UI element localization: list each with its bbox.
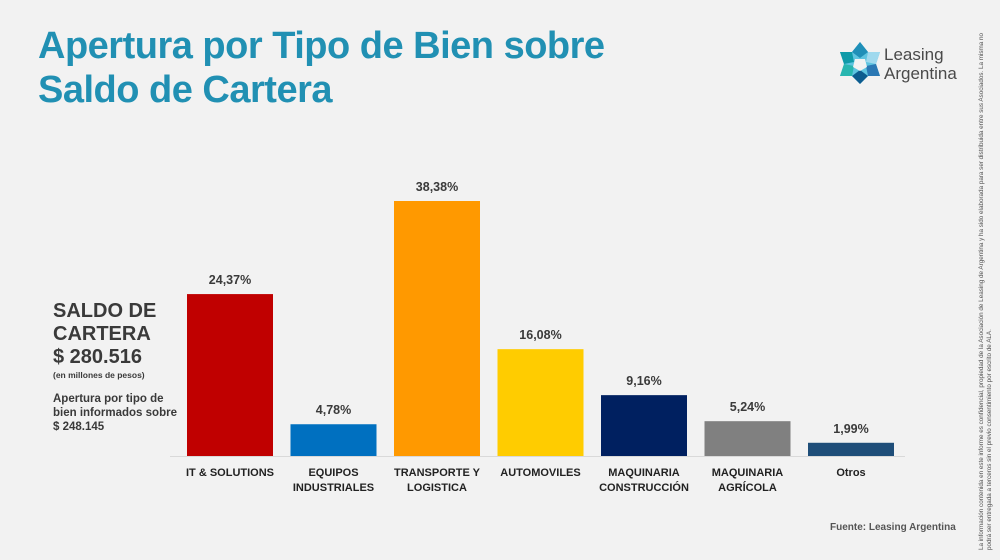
portfolio-balance-heading: SALDO DE CARTERA $ 280.516: [53, 300, 177, 369]
data-label-1: 4,78%: [316, 403, 351, 417]
portfolio-balance-value: $ 280.516: [53, 346, 142, 368]
category-label-5-line-1: AGRÍCOLA: [718, 481, 777, 494]
reported-breakdown-note: Apertura por tipo de bien informados sob…: [53, 392, 177, 434]
logo-text-line-1: Leasing: [884, 45, 944, 64]
category-label-3-line-0: AUTOMOVILES: [500, 467, 580, 479]
sub-line-1: Apertura por tipo de: [53, 393, 164, 405]
data-labels-group: 24,37% 4,78% 38,38% 16,08% 9,16% 5,24% 1,99%: [209, 180, 869, 436]
data-label-6: 1,99%: [833, 422, 868, 436]
category-label-6-line-0: Otros: [836, 467, 865, 479]
logo-text-line-2: Argentina: [884, 64, 957, 83]
bar-3: [497, 349, 584, 456]
unit-note: (en millones de pesos): [53, 370, 145, 380]
bar-1: [290, 424, 377, 456]
category-label-2-line-1: LOGISTICA: [407, 482, 467, 494]
category-label-5-line-0: MAQUINARIA: [712, 467, 784, 479]
sub-line-2: bien informados sobre: [53, 407, 177, 419]
logo-text: Leasing Argentina: [884, 45, 957, 83]
page-title-line-1: Apertura por Tipo de Bien sobre: [38, 25, 605, 67]
star-logo-icon: [840, 42, 880, 84]
summary-line-2: CARTERA: [53, 323, 151, 345]
category-labels-group: IT & SOLUTIONS EQUIPOS INDUSTRIALES TRANSPO…: [186, 467, 866, 494]
category-label-1-line-1: INDUSTRIALES: [293, 482, 374, 494]
data-label-3: 16,08%: [519, 328, 561, 342]
data-label-2: 38,38%: [416, 180, 458, 194]
category-label-4-line-0: MAQUINARIA: [608, 467, 680, 479]
data-label-5: 5,24%: [730, 400, 765, 414]
portfolio-summary: SALDO DE CARTERA $ 280.516 (en millones …: [53, 300, 177, 434]
bar-0: [187, 294, 273, 456]
bars-group: [187, 201, 894, 456]
data-label-0: 24,37%: [209, 273, 251, 287]
page-title: Apertura por Tipo de Bien sobre Saldo de…: [38, 24, 605, 112]
page-title-line-2: Saldo de Cartera: [38, 69, 332, 111]
category-label-4-line-1: CONSTRUCCIÓN: [599, 481, 689, 494]
bar-4: [601, 395, 687, 456]
reported-total-value: $ 248.145: [53, 421, 105, 433]
summary-line-1: SALDO DE: [53, 300, 157, 322]
category-label-0-line-0: IT & SOLUTIONS: [186, 467, 274, 479]
bar-2: [394, 201, 480, 456]
category-label-2-line-0: TRANSPORTE Y: [394, 467, 481, 479]
bar-6: [808, 442, 894, 456]
leasing-argentina-logo: Leasing Argentina: [838, 40, 968, 90]
bar-5: [704, 421, 791, 456]
category-label-1-line-0: EQUIPOS: [308, 467, 358, 479]
source-note: Fuente: Leasing Argentina: [830, 522, 956, 533]
data-label-4: 9,16%: [626, 374, 661, 388]
